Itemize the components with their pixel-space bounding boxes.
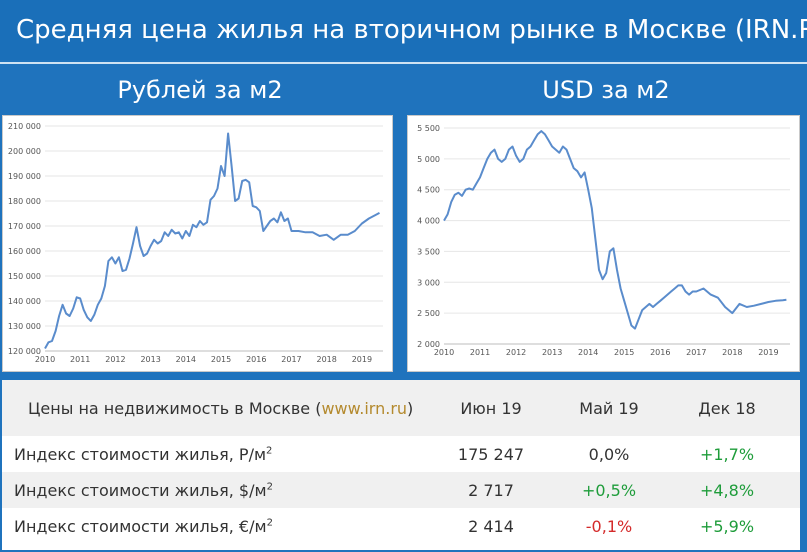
row-change-may19: 0,0% bbox=[588, 444, 630, 464]
y-tick-label: 160 000 bbox=[8, 247, 41, 256]
x-tick-label: 2019 bbox=[352, 355, 372, 364]
y-tick-label: 3 500 bbox=[417, 247, 440, 256]
row-value-jun19: 175 247 bbox=[457, 444, 525, 464]
x-tick-label: 2013 bbox=[542, 348, 562, 357]
x-tick-label: 2012 bbox=[105, 355, 125, 364]
row-value-jun19: 2 717 bbox=[468, 480, 514, 500]
row-label: Индекс стоимости жилья, Р/м2 bbox=[2, 445, 432, 464]
x-tick-label: 2018 bbox=[316, 355, 336, 364]
x-tick-label: 2012 bbox=[506, 348, 526, 357]
row-label: Индекс стоимости жилья, $/м2 bbox=[2, 481, 432, 500]
x-tick-label: 2015 bbox=[211, 355, 231, 364]
chart-rub-title: Рублей за м2 bbox=[117, 76, 283, 104]
header-divider bbox=[0, 62, 807, 64]
rub-price-chart: 120 000 130 000 140 000 150 000 160 000 170 0… bbox=[2, 115, 393, 372]
row-label-text: Индекс стоимости жилья, Р/м bbox=[14, 444, 267, 464]
table-header-suffix: ) bbox=[407, 398, 414, 418]
row-change-may19: -0,1% bbox=[585, 516, 633, 536]
x-tick-label: 2014 bbox=[578, 348, 598, 357]
row-label-sup: 2 bbox=[266, 517, 273, 529]
y-tick-label: 2 000 bbox=[417, 340, 440, 349]
page-title: Средняя цена жилья на вторичном рынке в … bbox=[0, 0, 807, 60]
table-header-prefix: Цены на недвижимость в Москве ( bbox=[28, 398, 322, 418]
irn-link[interactable]: www.irn.ru bbox=[321, 398, 408, 418]
table-header-label: Цены на недвижимость в Москве (www.irn.r… bbox=[2, 399, 432, 418]
rub-chart-svg: 120 000 130 000 140 000 150 000 160 000 170 0… bbox=[8, 122, 383, 364]
x-tick-label: 2016 bbox=[650, 348, 670, 357]
usd-price-chart: 2 000 2 500 3 000 3 500 4 000 4 500 5 000 5 500… bbox=[407, 115, 800, 372]
x-tick-label: 2011 bbox=[70, 355, 90, 364]
x-tick-label: 2018 bbox=[722, 348, 742, 357]
x-tick-label: 2017 bbox=[686, 348, 706, 357]
row-label-text: Индекс стоимости жилья, €/м bbox=[14, 516, 267, 536]
col-header-dec18: Дек 18 bbox=[698, 398, 756, 418]
chart-usd-title: USD за м2 bbox=[542, 76, 670, 104]
row-label-text: Индекс стоимости жилья, $/м bbox=[14, 480, 267, 500]
row-change-dec18: +4,8% bbox=[699, 480, 755, 500]
row-change-may19: +0,5% bbox=[581, 480, 637, 500]
y-tick-label: 5 500 bbox=[417, 124, 440, 133]
table-row: Индекс стоимости жилья, $/м2 2 717 +0,5%… bbox=[2, 472, 800, 508]
price-table: Цены на недвижимость в Москве (www.irn.r… bbox=[2, 380, 800, 550]
y-tick-label: 130 000 bbox=[8, 322, 41, 331]
table-header-row: Цены на недвижимость в Москве (www.irn.r… bbox=[2, 380, 800, 436]
row-label-sup: 2 bbox=[266, 481, 273, 493]
x-tick-label: 2010 bbox=[35, 355, 55, 364]
y-tick-label: 2 500 bbox=[417, 309, 440, 318]
table-row: Индекс стоимости жилья, €/м2 2 414 -0,1%… bbox=[2, 508, 800, 544]
y-tick-label: 4 000 bbox=[417, 217, 440, 226]
y-tick-label: 140 000 bbox=[8, 297, 41, 306]
x-tick-label: 2019 bbox=[758, 348, 778, 357]
table-row: Индекс стоимости жилья, Р/м2 175 247 0,0… bbox=[2, 436, 800, 472]
y-tick-label: 3 000 bbox=[417, 278, 440, 287]
x-tick-label: 2016 bbox=[246, 355, 266, 364]
row-change-dec18: +1,7% bbox=[699, 444, 755, 464]
y-tick-label: 4 500 bbox=[417, 186, 440, 195]
series-line bbox=[44, 132, 380, 349]
x-tick-label: 2017 bbox=[281, 355, 301, 364]
col-header-may19: Май 19 bbox=[579, 398, 639, 418]
x-tick-label: 2014 bbox=[176, 355, 196, 364]
y-tick-label: 120 000 bbox=[8, 347, 41, 356]
col-header-jun19: Июн 19 bbox=[460, 398, 522, 418]
y-tick-label: 210 000 bbox=[8, 122, 41, 131]
row-change-dec18: +5,9% bbox=[699, 516, 755, 536]
y-tick-label: 190 000 bbox=[8, 172, 41, 181]
x-tick-label: 2015 bbox=[614, 348, 634, 357]
y-tick-label: 5 000 bbox=[417, 155, 440, 164]
row-value-jun19: 2 414 bbox=[468, 516, 514, 536]
x-tick-label: 2010 bbox=[434, 348, 454, 357]
y-tick-label: 180 000 bbox=[8, 197, 41, 206]
row-label: Индекс стоимости жилья, €/м2 bbox=[2, 517, 432, 536]
row-label-sup: 2 bbox=[266, 445, 273, 457]
y-tick-label: 200 000 bbox=[8, 147, 41, 156]
y-tick-label: 170 000 bbox=[8, 222, 41, 231]
series-line bbox=[443, 130, 787, 330]
x-tick-label: 2013 bbox=[140, 355, 160, 364]
x-tick-label: 2011 bbox=[470, 348, 490, 357]
y-tick-label: 150 000 bbox=[8, 272, 41, 281]
usd-chart-svg: 2 000 2 500 3 000 3 500 4 000 4 500 5 000 5 500… bbox=[417, 124, 790, 357]
